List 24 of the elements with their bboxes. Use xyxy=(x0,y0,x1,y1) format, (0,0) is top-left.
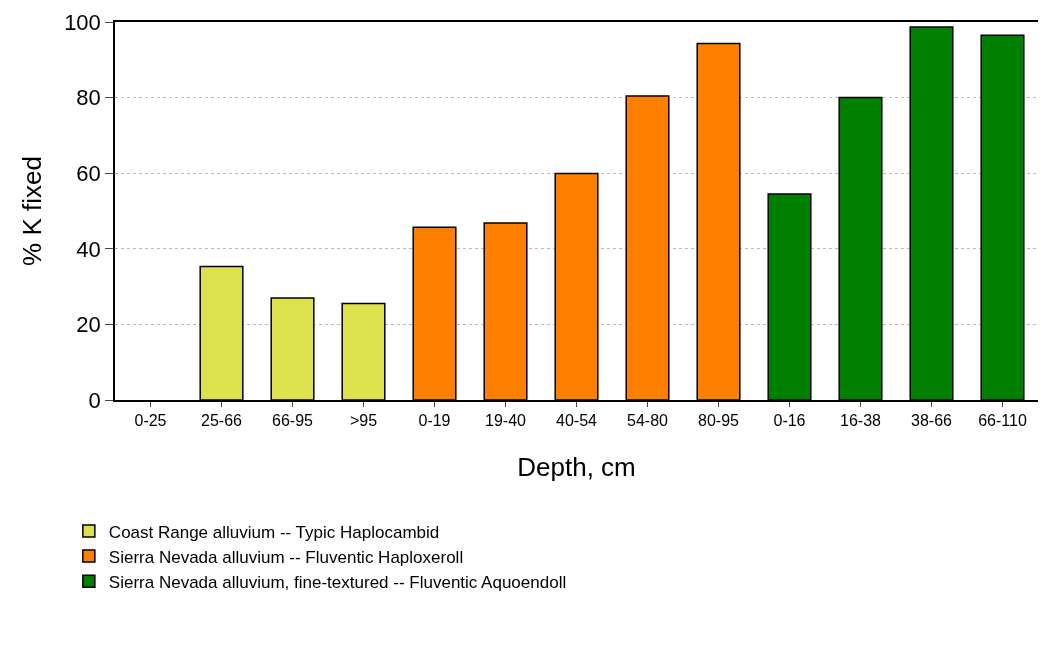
x-tick-label: 0-16 xyxy=(773,412,806,430)
y-tick-label: 20 xyxy=(76,312,101,338)
y-tick-label: 60 xyxy=(76,160,101,186)
x-tick-label: 19-40 xyxy=(485,412,527,430)
x-tick-label: >95 xyxy=(349,412,378,430)
x-tick-label: 0-25 xyxy=(134,412,167,430)
y-axis-title: % K fixed xyxy=(17,156,48,266)
legend-label: Sierra Nevada alluvium, fine-textured -- Fluventic Aquoendoll xyxy=(108,572,567,592)
x-tick-label: 66-110 xyxy=(978,412,1027,430)
x-tick-label: 25-66 xyxy=(201,412,243,430)
x-tick-label: 16-38 xyxy=(840,412,882,430)
legend-label: Coast Range alluvium -- Typic Haplocambid xyxy=(108,522,440,542)
x-tick-label: 38-66 xyxy=(911,412,953,430)
x-tick-label: 40-54 xyxy=(556,412,598,430)
x-tick-label: 80-95 xyxy=(698,412,740,430)
legend-label: Sierra Nevada alluvium -- Fluventic Haploxeroll xyxy=(108,547,464,567)
y-tick-label: 40 xyxy=(76,236,101,262)
x-axis-title: Depth, cm xyxy=(517,452,636,483)
y-tick-label: 80 xyxy=(76,85,101,111)
x-tick-label: 54-80 xyxy=(627,412,669,430)
x-tick-label: 66-95 xyxy=(272,412,314,430)
y-tick-label: 100 xyxy=(64,9,101,35)
x-tick-label: 0-19 xyxy=(418,412,451,430)
y-tick-label: 0 xyxy=(88,387,101,413)
